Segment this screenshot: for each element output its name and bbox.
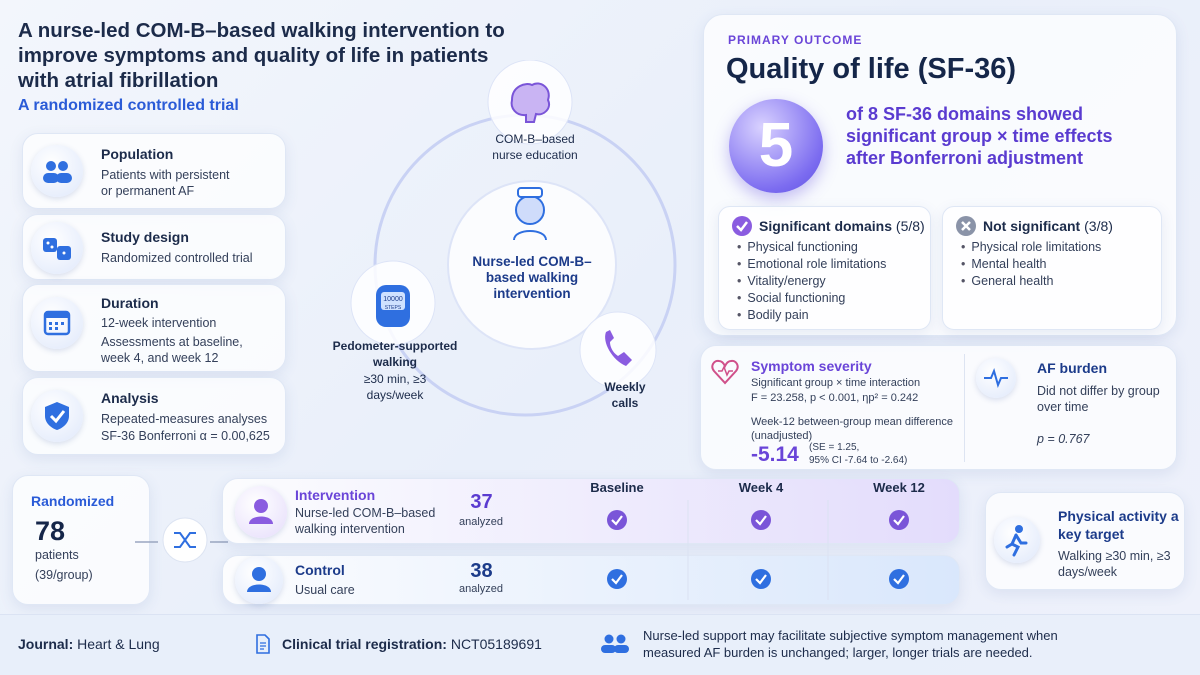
domain: Social functioning	[737, 290, 886, 307]
registration: NCT05189691	[450, 636, 542, 652]
device-value: 10000	[383, 296, 403, 303]
conclusion: Nurse-led support may facilitate subject…	[643, 628, 1058, 660]
activity-text: Walking ≥30 min, ≥3 days/week	[1058, 549, 1171, 579]
randomized-unit: patients	[35, 548, 79, 562]
card-line: or permanent AF	[101, 184, 195, 198]
timepoint: Week 4	[738, 480, 784, 495]
subtitle: A randomized controlled trial	[18, 97, 239, 114]
significant-card: Significant domains (5/8) Physical funct…	[718, 206, 931, 330]
diff-ci: 95% CI -7.64 to -2.64)	[809, 455, 908, 466]
diff-se: (SE = 1.25,	[809, 442, 860, 453]
activity-title: Physical activity a key target	[1058, 508, 1179, 542]
card-label: Population	[101, 146, 174, 162]
title: A nurse-led COM-B–based walking interven…	[18, 19, 505, 92]
card-line: Patients with persistent	[101, 168, 230, 182]
card-label: Duration	[101, 295, 159, 311]
duration-card: Duration 12-week intervention Assessment…	[22, 284, 286, 372]
not-significant-card: Not significant (3/8) Physical role limi…	[942, 206, 1162, 330]
af-text: Did not differ by group over time	[1037, 384, 1160, 414]
card-label: Study design	[101, 229, 189, 245]
mean-difference: -5.14	[751, 443, 799, 466]
kicker: PRIMARY OUTCOME	[728, 33, 863, 47]
registration-label: Clinical trial registration:	[282, 636, 447, 652]
population-card: Population Patients with persistent or p…	[22, 133, 286, 209]
symptom-title: Symptom severity	[751, 358, 872, 374]
arm-n-label: analyzed	[458, 516, 504, 528]
domain: Mental health	[961, 256, 1101, 273]
card-line: Assessments at baseline,	[101, 335, 243, 349]
component-label: COM-B–based nurse education	[492, 132, 578, 162]
symptom-stats: F = 23.258, p < 0.001, ηp² = 0.242	[751, 392, 919, 404]
primary-title: Quality of life (SF-36)	[726, 53, 1017, 85]
card-line: Repeated-measures analyses	[101, 412, 268, 426]
timepoint: Week 12	[873, 480, 925, 495]
control-arm: Control Usual care 38 analyzed	[222, 555, 960, 605]
arm-name: Control	[295, 562, 345, 578]
heading: Not significant	[983, 218, 1081, 234]
domain: General health	[961, 273, 1101, 290]
card-line: week 4, and week 12	[101, 351, 219, 365]
journal: Heart & Lung	[77, 636, 160, 652]
primary-panel: PRIMARY OUTCOME Quality of life (SF-36) …	[703, 14, 1177, 336]
intervention-arm: Intervention Nurse-led COM-B–based walki…	[222, 478, 960, 544]
domain: Vitality/energy	[737, 273, 886, 290]
flow-arrows	[135, 517, 228, 563]
design-card: Study design Randomized controlled trial	[22, 214, 286, 280]
randomized-detail: (39/group)	[35, 568, 93, 582]
domain: Bodily pain	[737, 307, 886, 324]
intervention-diagram	[350, 60, 677, 417]
card-line: SF-36 Bonferroni α = 0.00,625	[101, 429, 270, 443]
af-p: p = 0.767	[1037, 432, 1090, 446]
af-title: AF burden	[1037, 360, 1107, 376]
card-line: 12-week intervention	[101, 316, 217, 330]
analysis-card: Analysis Repeated-measures analyses SF-3…	[22, 377, 286, 455]
domain: Physical role limitations	[961, 239, 1101, 256]
domain-count: 5	[729, 99, 823, 193]
randomized-label: Randomized	[31, 493, 115, 509]
device-unit: STEPS	[384, 305, 402, 311]
component-detail: ≥30 min, ≥3 days/week	[363, 372, 427, 402]
arm-desc: Nurse-led COM-B–based walking interventi…	[295, 506, 436, 536]
card-line: Randomized controlled trial	[101, 251, 253, 265]
activity-card: Physical activity a key target Walking ≥…	[985, 492, 1185, 590]
arm-desc: Usual care	[295, 583, 355, 597]
component-label: Pedometer-supported walking	[332, 339, 458, 369]
footer: Journal: Heart & Lung Clinical trial reg…	[0, 614, 1200, 675]
timepoint: Baseline	[590, 480, 644, 495]
symptom-text: Significant group × time interaction	[751, 377, 921, 389]
assessment-checks	[607, 500, 909, 600]
arm-name: Intervention	[295, 487, 376, 503]
journal-label: Journal:	[18, 636, 74, 652]
arm-n-label: analyzed	[458, 583, 504, 595]
card-label: Analysis	[101, 390, 159, 406]
arm-n: 37	[470, 491, 493, 513]
component-label: Weekly calls	[604, 380, 646, 410]
domain: Emotional role limitations	[737, 256, 886, 273]
count: (3/8)	[1084, 218, 1113, 234]
diff-label: Week-12 between-group mean difference (u…	[751, 416, 953, 442]
intervention-center: Nurse-led COM-B–based walking interventi…	[472, 254, 592, 301]
count: (5/8)	[895, 218, 925, 234]
domain-list: Physical functioning Emotional role limi…	[737, 239, 886, 324]
heading: Significant domains	[759, 218, 893, 234]
domain: Physical functioning	[737, 239, 886, 256]
domain-list: Physical role limitations Mental health …	[961, 239, 1101, 290]
secondary-panel: Symptom severity Significant group × tim…	[700, 345, 1177, 470]
randomized-n: 78	[35, 516, 66, 546]
arm-n: 38	[470, 560, 493, 582]
randomized-card: Randomized 78 patients (39/group)	[12, 475, 150, 605]
primary-statement: of 8 SF-36 domains showed significant gr…	[846, 104, 1113, 168]
